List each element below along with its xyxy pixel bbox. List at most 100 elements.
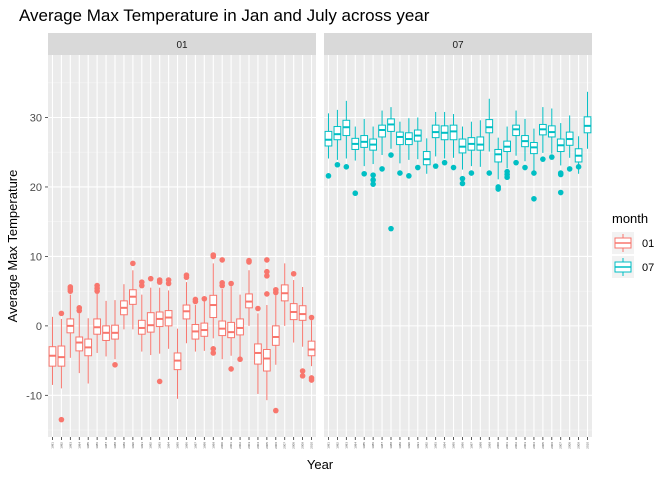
x-tick-label: 1996 [460, 442, 464, 449]
outlier-point [273, 286, 279, 293]
x-tick-label: 2007 [559, 442, 563, 449]
outlier-point [459, 175, 466, 182]
x-tick-label: 1986 [95, 442, 99, 449]
x-tick-label: 1989 [122, 442, 126, 449]
outlier-point [255, 305, 261, 312]
outlier-point [237, 356, 243, 363]
outlier-point [210, 253, 217, 260]
box [271, 325, 280, 346]
box [254, 343, 262, 365]
x-tick-label: 1991 [140, 442, 144, 449]
outlier-point [388, 152, 394, 158]
x-axis-title: Year [307, 457, 334, 472]
outlier-point [308, 314, 315, 321]
x-tick-label: 1994 [443, 442, 447, 449]
x-tick-label: 2009 [577, 442, 581, 449]
outlier-point [531, 170, 537, 176]
outlier-point [58, 416, 65, 423]
x-tick-label: 2001 [505, 442, 509, 449]
outlier-point [459, 180, 466, 187]
outlier-point [406, 173, 412, 179]
outlier-point [228, 280, 234, 287]
box [227, 321, 235, 339]
outlier-point [513, 159, 519, 166]
outlier-point [273, 407, 279, 414]
box [324, 130, 333, 147]
facet-strip [48, 33, 316, 55]
outlier-point [219, 280, 225, 286]
outlier-point [264, 257, 270, 263]
x-tick-label: 2008 [292, 442, 296, 449]
box [75, 336, 84, 352]
x-tick-label: 2006 [550, 442, 554, 449]
outlier-point [219, 257, 225, 263]
x-tick-label: 1997 [469, 442, 473, 449]
x-tick-label: 1999 [211, 442, 215, 449]
outlier-point [246, 257, 252, 264]
x-tick-label: 2000 [220, 442, 224, 449]
outlier-point [495, 186, 502, 192]
x-tick-label: 2009 [301, 442, 305, 449]
y-tick-label: -10 [26, 390, 42, 402]
outlier-point [308, 377, 315, 383]
legend-label: 01 [642, 238, 654, 250]
x-tick-label: 1995 [176, 442, 180, 449]
box [263, 348, 271, 372]
x-tick-label: 2002 [514, 442, 518, 449]
outlier-point [432, 163, 439, 169]
outlier-point [112, 361, 118, 368]
outlier-point [192, 296, 199, 303]
x-tick-label: 2000 [496, 442, 500, 449]
x-tick-label: 1984 [77, 442, 81, 449]
outlier-point [264, 291, 270, 297]
panel-background [324, 55, 592, 437]
x-tick-label: 2005 [541, 442, 545, 449]
outlier-point [468, 170, 475, 176]
x-tick-label: 2007 [283, 442, 287, 449]
outlier-point [522, 164, 528, 171]
box [449, 124, 458, 141]
outlier-point [450, 164, 457, 171]
outlier-point [183, 272, 190, 278]
x-tick-label: 1999 [487, 442, 491, 449]
box [236, 318, 244, 336]
box [476, 136, 485, 151]
outlier-point [165, 277, 172, 283]
outlier-point [504, 174, 510, 181]
box [396, 131, 404, 146]
outlier-point [388, 225, 394, 232]
x-tick-label: 2003 [247, 442, 251, 449]
x-tick-label: 1997 [193, 442, 197, 449]
x-tick-label: 2002 [238, 442, 242, 449]
x-tick-label: 1983 [344, 442, 348, 449]
x-tick-label: 1987 [104, 442, 108, 449]
outlier-point [156, 378, 163, 385]
box [485, 119, 494, 134]
outlier-point [299, 368, 306, 374]
facet-label: 07 [452, 40, 464, 51]
outlier-point [352, 190, 359, 197]
outlier-point [58, 310, 65, 317]
box [494, 148, 503, 163]
x-tick-label: 2001 [229, 442, 233, 449]
y-axis-title: Average Max Temperature [5, 170, 20, 323]
outlier-point [379, 166, 385, 172]
outlier-point [290, 270, 297, 277]
y-tick-label: 10 [30, 251, 42, 263]
x-tick-label: 1990 [131, 442, 135, 449]
outlier-point [486, 170, 493, 176]
x-tick-label: 1982 [335, 442, 339, 449]
x-tick-label: 1996 [184, 442, 188, 449]
outlier-point [441, 159, 448, 166]
chart-title: Average Max Temperature in Jan and July … [19, 6, 430, 25]
outlier-point [130, 260, 136, 267]
outlier-point [540, 156, 546, 162]
x-tick-label: 1994 [167, 442, 171, 449]
x-tick-label: 2004 [532, 442, 536, 449]
outlier-point [264, 268, 270, 275]
box [209, 294, 218, 319]
outlier-point [549, 154, 555, 160]
x-tick-label: 2010 [310, 442, 314, 449]
